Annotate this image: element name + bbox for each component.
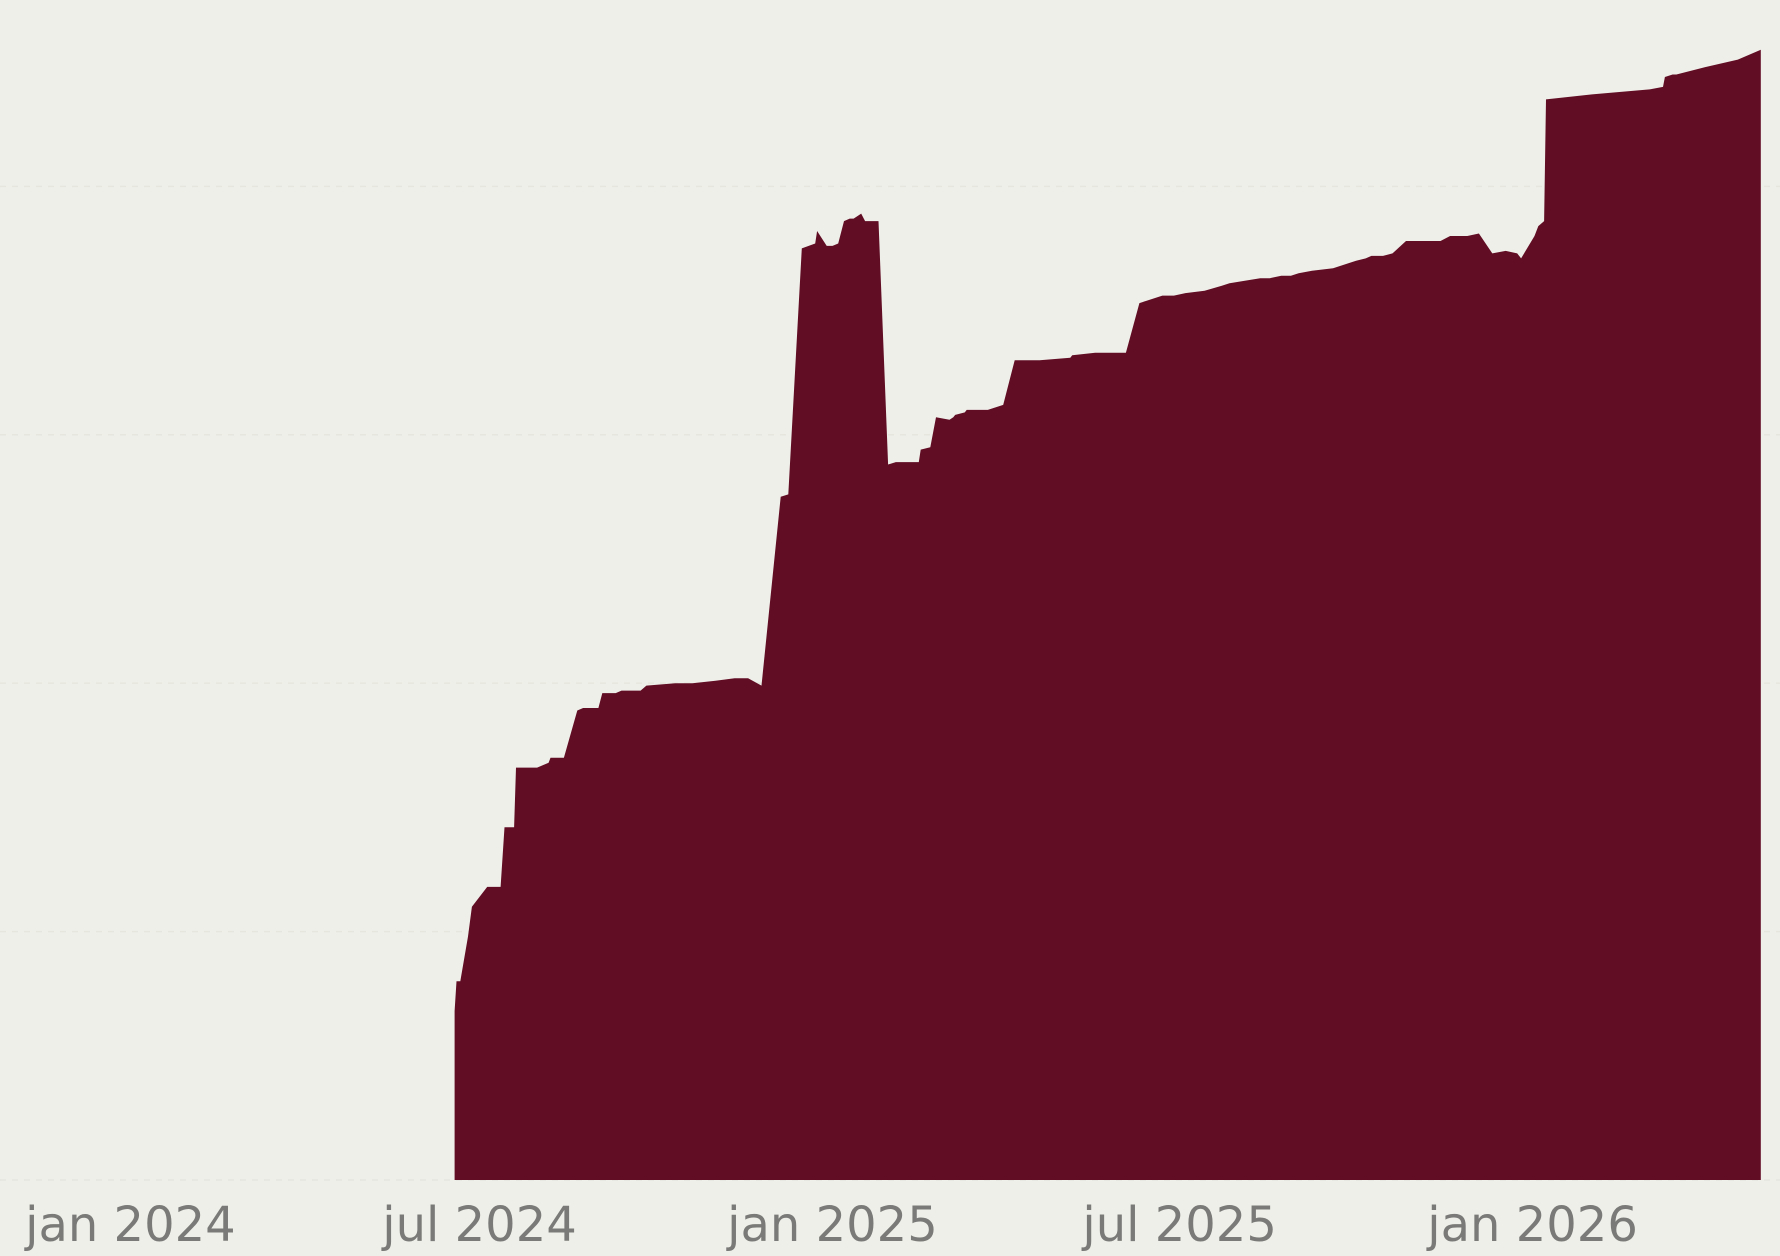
x-axis-tick-labels: jan 2024 jul 2024 jan 2025 jul 2025 jan 2026 [24,1197,1638,1253]
area-series [454,49,1761,1181]
x-tick-label-0: jan 2024 [24,1197,236,1253]
x-tick-label-3: jul 2025 [1081,1197,1277,1253]
x-tick-label-1: jul 2024 [381,1197,577,1253]
x-tick-label-4: jan 2026 [1426,1197,1638,1253]
x-tick-label-2: jan 2025 [726,1197,938,1253]
